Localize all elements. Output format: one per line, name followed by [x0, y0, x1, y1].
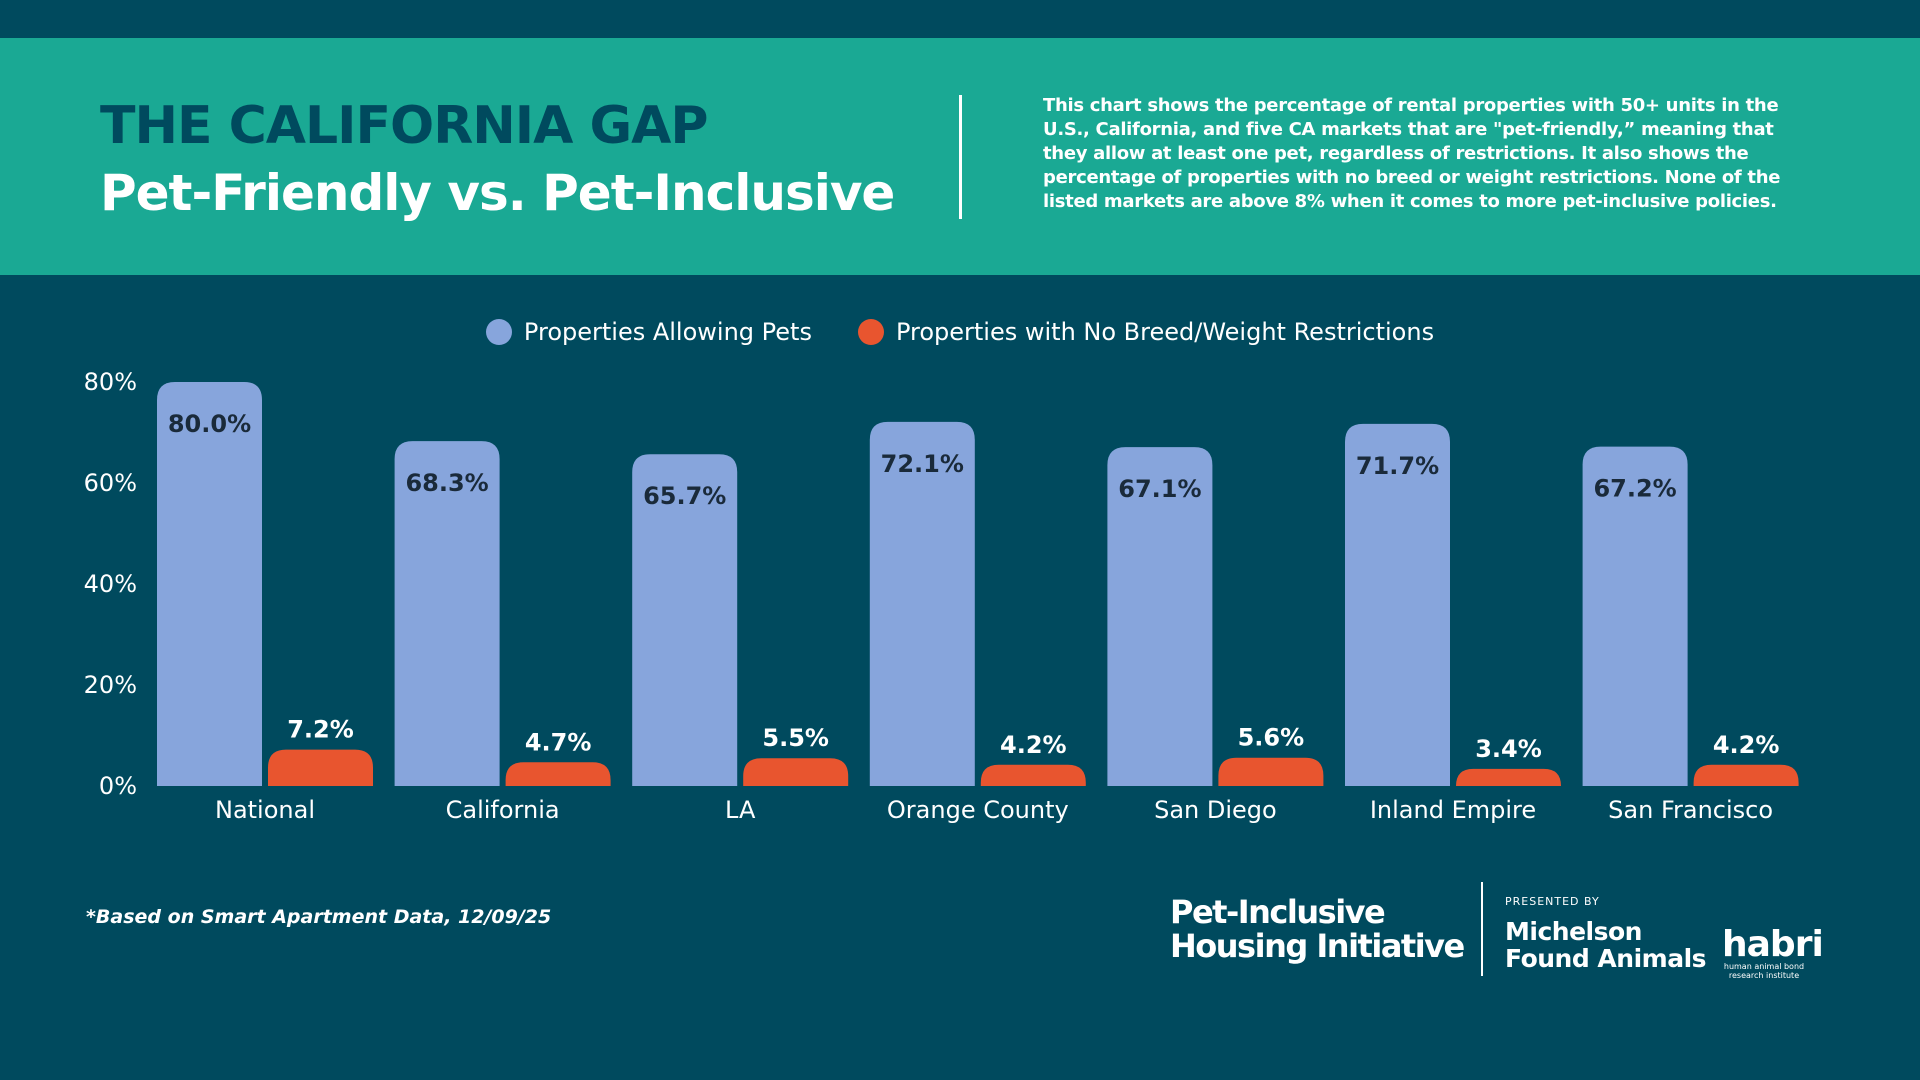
- logo-text: Pet-Inclusive: [1170, 893, 1386, 931]
- y-tick-label: 80%: [84, 368, 137, 396]
- x-tick-label: National: [215, 796, 315, 824]
- logo-text: Found Animals: [1505, 944, 1707, 973]
- bar: [1456, 768, 1561, 786]
- bar: [743, 758, 849, 786]
- x-tick-label: Inland Empire: [1370, 796, 1536, 824]
- legend-item-no-restrictions: Properties with No Breed/Weight Restrict…: [857, 318, 1435, 346]
- data-label: 4.2%: [1000, 731, 1067, 759]
- footnote: *Based on Smart Apartment Data, 12/09/25: [86, 906, 552, 928]
- legend-item-allowing-pets: Properties Allowing Pets: [485, 318, 812, 346]
- chart-description: This chart shows the percentage of renta…: [1043, 95, 1781, 212]
- data-label: 3.4%: [1475, 735, 1542, 763]
- logo-text: research institute: [1728, 971, 1800, 980]
- logo-text: human animal bond: [1723, 962, 1805, 971]
- data-label: 71.7%: [1356, 452, 1439, 480]
- presented-by: PRESENTED BY: [1505, 895, 1600, 908]
- legend-label: Properties with No Breed/Weight Restrict…: [895, 318, 1435, 346]
- pet-inclusive-housing-logo: Pet-Inclusive Housing Initiative: [1170, 893, 1465, 965]
- bar: [1218, 757, 1324, 786]
- x-tick-label: LA: [725, 796, 756, 824]
- habri-logo: habri human animal bond research institu…: [1722, 906, 1824, 981]
- data-label: 5.6%: [1238, 724, 1305, 752]
- chart-subtitle: Pet-Friendly vs. Pet-Inclusive: [100, 164, 895, 222]
- y-tick-label: 60%: [84, 469, 137, 497]
- data-label: 7.2%: [287, 716, 354, 744]
- bar: [1345, 423, 1450, 786]
- bar: [268, 749, 373, 786]
- bar: [632, 454, 738, 786]
- y-tick-label: 40%: [84, 570, 137, 598]
- data-label: 4.2%: [1713, 731, 1780, 759]
- header-divider: [959, 95, 962, 219]
- data-label: 68.3%: [405, 469, 488, 497]
- data-label: 80.0%: [168, 410, 251, 438]
- legend-swatch: [857, 319, 884, 345]
- data-label: 65.7%: [643, 482, 726, 510]
- legend-label: Properties Allowing Pets: [523, 318, 812, 346]
- y-tick-label: 20%: [84, 671, 137, 699]
- chart-title: THE CALIFORNIA GAP: [100, 96, 709, 156]
- legend-swatch: [485, 319, 512, 345]
- bar: [1107, 447, 1213, 786]
- x-tick-label: California: [446, 796, 560, 824]
- michelson-found-animals-logo: Michelson Found Animals: [1505, 917, 1707, 973]
- bar: [505, 762, 611, 786]
- x-tick-label: San Francisco: [1608, 796, 1773, 824]
- logo-text: Michelson: [1505, 917, 1642, 946]
- data-label: 4.7%: [525, 728, 592, 756]
- legend: Properties Allowing Pets Properties with…: [0, 318, 1920, 346]
- bar: [394, 441, 500, 786]
- bar: [1693, 764, 1799, 786]
- data-label: 72.1%: [881, 450, 964, 478]
- x-tick-label: Orange County: [887, 796, 1069, 824]
- logo-text: Housing Initiative: [1170, 927, 1465, 965]
- y-tick-label: 0%: [99, 772, 137, 800]
- x-tick-label: San Diego: [1154, 796, 1277, 824]
- data-label: 5.5%: [762, 724, 829, 752]
- logo-divider: [1481, 882, 1483, 976]
- bar: [980, 764, 1086, 786]
- bar: [157, 382, 262, 786]
- logo-text: habri: [1722, 924, 1824, 965]
- bar: [869, 421, 975, 786]
- data-label: 67.1%: [1118, 475, 1201, 503]
- bar: [1582, 446, 1688, 786]
- data-label: 67.2%: [1593, 475, 1676, 503]
